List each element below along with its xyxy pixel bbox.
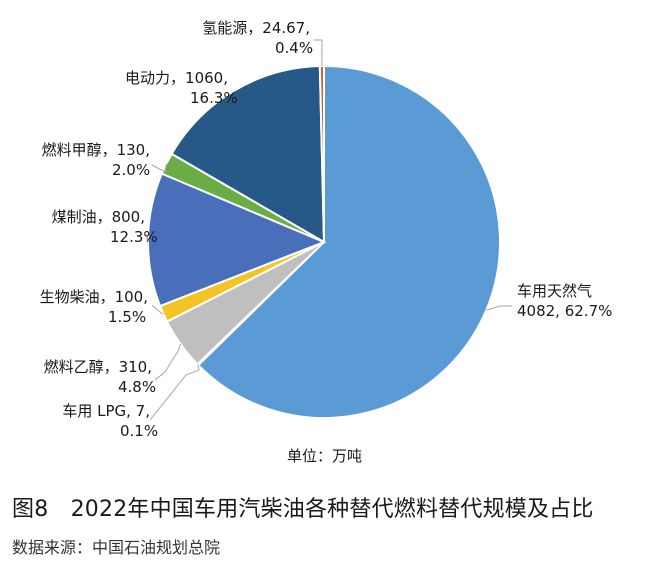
slice-label: 燃料甲醇，130, 2.0% (42, 141, 151, 179)
leader-line (486, 305, 512, 311)
pie-slice (170, 65, 326, 244)
slice-label-name: 煤制油，800, (52, 208, 145, 226)
pie-slices (147, 64, 501, 419)
slice-label-value: 2.0% (112, 161, 150, 179)
slice-label: 车用 LPG, 7, 0.1% (62, 402, 158, 440)
slice-labels: 车用天然气 4082, 62.7% 车用 LPG, 7, 0.1% 燃料乙醇，310, 4… (40, 19, 613, 440)
leader-line (146, 234, 149, 240)
slice-label: 电动力，1060, 16.3% (125, 69, 238, 107)
slice-label-value: 12.3% (110, 228, 158, 246)
slice-label-name: 生物柴油，100, (40, 288, 148, 306)
leader-lines (146, 39, 512, 421)
slice-label: 氢能源，24.67, 0.4% (202, 19, 313, 57)
data-source: 数据来源：中国石油规划总院 (12, 538, 221, 557)
leader-line (151, 163, 167, 173)
leader-line (314, 39, 323, 67)
figure-caption: 图8 2022年中国车用汽柴油各种替代燃料替代规模及占比 (12, 497, 594, 522)
slice-label: 煤制油，800, 12.3% (52, 208, 158, 246)
slice-label-value: 16.3% (190, 89, 238, 107)
leader-line (154, 343, 182, 381)
slice-label-value: 4082, 62.7% (517, 302, 612, 320)
pie-slice (318, 64, 325, 243)
unit-note: 单位：万吨 (287, 447, 363, 465)
slice-label-name: 电动力，1060, (125, 69, 228, 87)
pie-slice (196, 64, 501, 419)
slice-label-name: 车用天然气 (517, 282, 592, 300)
pie-chart: 车用天然气 4082, 62.7% 车用 LPG, 7, 0.1% 燃料乙醇，310, 4… (40, 19, 613, 440)
slice-label-value: 4.8% (118, 378, 156, 396)
slice-label-name: 车用 LPG, 7, (62, 402, 150, 420)
slice-label: 生物柴油，100, 1.5% (40, 288, 148, 326)
slice-label-name: 燃料甲醇，130, (42, 141, 150, 159)
slice-label: 燃料乙醇，310, 4.8% (44, 358, 157, 396)
slice-label: 车用天然气 4082, 62.7% (517, 282, 612, 320)
slice-label-name: 燃料乙醇，310, (44, 358, 152, 376)
slice-label-name: 氢能源，24.67, (202, 19, 310, 37)
slice-label-value: 1.5% (108, 308, 146, 326)
slice-label-value: 0.1% (120, 422, 158, 440)
leader-line (149, 364, 200, 421)
leader-line (151, 304, 164, 315)
slice-label-value: 0.4% (275, 39, 313, 57)
